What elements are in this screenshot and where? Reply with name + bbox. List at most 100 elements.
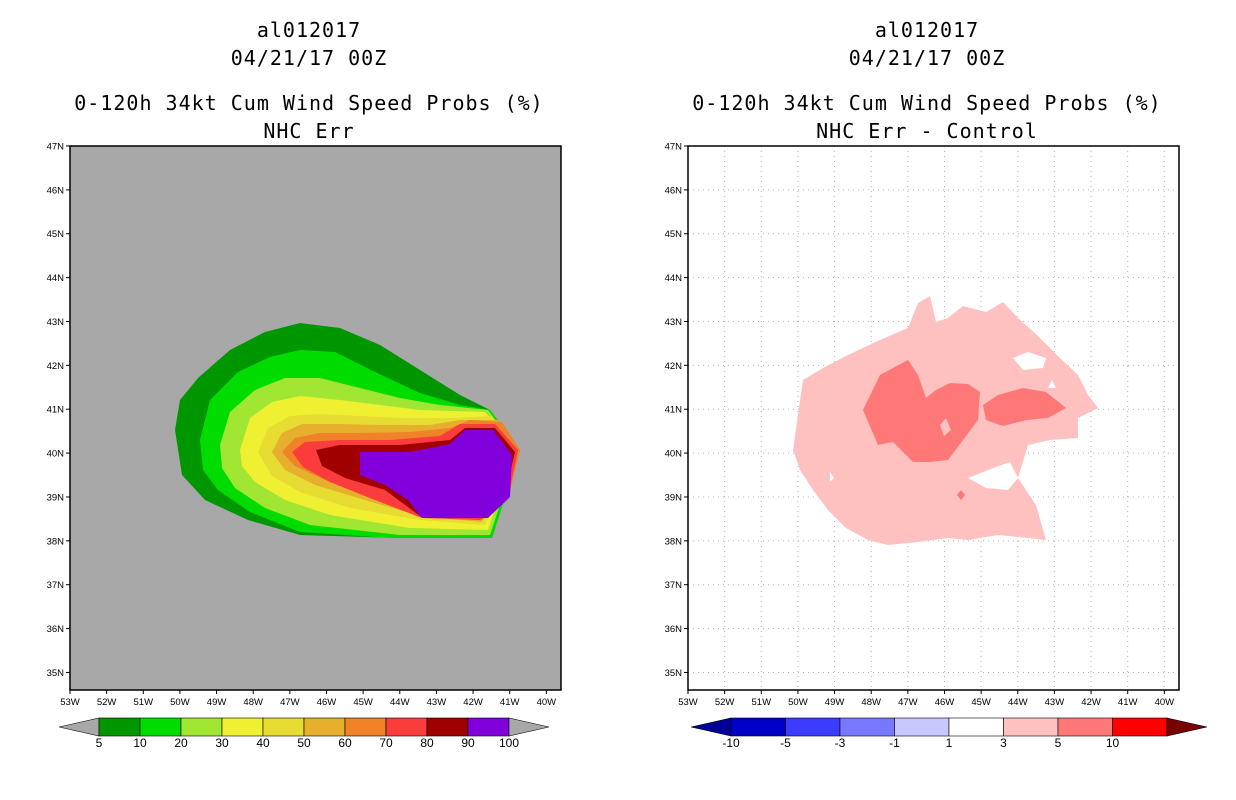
lat-label: 47N [665, 142, 683, 153]
colorbar-under-triangle [58, 717, 100, 737]
storm-id: al012017 [874, 18, 980, 42]
hole-minus-1 [830, 472, 834, 482]
lon-label: 53W [678, 697, 698, 708]
lat-label: 40N [665, 449, 683, 460]
colorbar-label: 50 [297, 736, 311, 750]
colorbar-swatch [1057, 717, 1113, 737]
lat-label: 43N [665, 317, 683, 328]
colorbar-label: 1 [946, 736, 953, 750]
colorbar-label: 80 [420, 736, 434, 750]
hole-plus-1 [940, 418, 951, 436]
colorbar-swatch [262, 717, 305, 737]
lat-label: 45N [47, 229, 65, 240]
colorbar-label: 5 [96, 736, 103, 750]
colorbar-probability: 5 10 20 30 40 50 60 70 80 90 100 [58, 717, 550, 750]
lat-label: 37N [665, 580, 683, 591]
difference-contours [793, 296, 1098, 545]
colorbar-label: 3 [1000, 736, 1007, 750]
colorbar-swatch [139, 717, 182, 737]
lon-label: 47W [898, 697, 918, 708]
lon-label: 53W [60, 697, 80, 708]
lat-label: 36N [47, 624, 65, 635]
lat-label: 41N [47, 405, 65, 416]
colorbar-swatch [98, 717, 141, 737]
lon-label: 44W [390, 697, 410, 708]
lon-label: 48W [861, 697, 881, 708]
colorbar-label: 90 [461, 736, 475, 750]
contour-plus-3 [957, 490, 965, 500]
colorbar-swatch [785, 717, 841, 737]
lat-label: 41N [665, 405, 683, 416]
map-frame [69, 145, 562, 691]
map-title: 0-120h 34kt Cum Wind Speed Probs (%) [692, 91, 1162, 115]
lon-label: 47W [280, 697, 300, 708]
colorbar-swatch [839, 717, 895, 737]
lat-label: 35N [665, 668, 683, 679]
lat-label: 42N [665, 361, 683, 372]
colorbar-label: 70 [379, 736, 393, 750]
colorbar-under-triangle [690, 717, 732, 737]
lon-label: 51W [134, 697, 154, 708]
lat-label: 46N [47, 185, 65, 196]
lon-label: 40W [1155, 697, 1175, 708]
lat-label: 44N [665, 273, 683, 284]
colorbar-over-triangle [1166, 717, 1208, 737]
colorbar-label: -10 [722, 736, 740, 750]
probability-contours [175, 323, 520, 538]
colorbar-swatch [1112, 717, 1168, 737]
colorbar-label: -5 [780, 736, 791, 750]
colorbar-label: 5 [1055, 736, 1062, 750]
lat-label: 37N [47, 580, 65, 591]
hole-minus-1 [1048, 380, 1056, 388]
lon-label: 41W [1118, 697, 1138, 708]
forecast-date: 04/21/17 00Z [230, 46, 388, 70]
lon-label: 50W [788, 697, 808, 708]
colorbar-difference: -10 -5 -3 -1 1 3 5 10 [690, 717, 1208, 750]
map-subtitle: NHC Err [263, 119, 355, 143]
lon-label: 42W [463, 697, 483, 708]
map-nhc-err-control: 47N 46N 45N 44N 43N 42N 41N 40N 39N 38N 37N 36N 35N 5… [665, 142, 1208, 750]
colorbar-label: 40 [256, 736, 270, 750]
map-frame [687, 145, 1180, 691]
lon-label: 49W [825, 697, 845, 708]
colorbar-swatch [948, 717, 1004, 737]
lat-label: 39N [665, 492, 683, 503]
lat-label: 36N [665, 624, 683, 635]
lon-label: 43W [427, 697, 447, 708]
colorbar-label: -1 [889, 736, 900, 750]
colorbar-swatch [1003, 717, 1059, 737]
panel-nhc-err-control: al012017 04/21/17 00Z 0-120h 34kt Cum Wi… [618, 0, 1236, 800]
colorbar-swatch [303, 717, 346, 737]
lat-label: 40N [47, 449, 65, 460]
colorbar-swatch [344, 717, 387, 737]
colorbar-swatch [467, 717, 510, 737]
lon-label: 42W [1081, 697, 1101, 708]
lat-label: 44N [47, 273, 65, 284]
colorbar-label: 10 [133, 736, 147, 750]
lat-label: 38N [47, 536, 65, 547]
lat-label: 39N [47, 492, 65, 503]
colorbar-swatch [426, 717, 469, 737]
hole-minus-1 [1013, 352, 1046, 370]
lon-label: 52W [97, 697, 117, 708]
colorbar-swatch [385, 717, 428, 737]
colorbar-label: 10 [1106, 736, 1120, 750]
colorbar-swatch [180, 717, 223, 737]
storm-id: al012017 [256, 18, 362, 42]
contour-plus-3 [863, 360, 980, 462]
colorbar-swatch [894, 717, 950, 737]
map-axes: 47N 46N 45N 44N 43N 42N 41N 40N 39N 38N 37N 36N 35N 5… [47, 142, 557, 709]
lat-label: 45N [665, 229, 683, 240]
panel-nhc-err: al012017 04/21/17 00Z 0-120h 34kt Cum Wi… [47, 18, 562, 750]
map-nhc-err: 47N 46N 45N 44N 43N 42N 41N 40N 39N 38N 37N 36N 35N 5… [47, 142, 562, 750]
lon-label: 45W [971, 697, 991, 708]
lon-label: 40W [537, 697, 557, 708]
lon-label: 46W [317, 697, 337, 708]
contour-plus-3 [983, 388, 1066, 426]
lon-label: 41W [500, 697, 520, 708]
colorbar-over-triangle [508, 717, 550, 737]
colorbar-label: 100 [499, 736, 519, 750]
map-axes: 47N 46N 45N 44N 43N 42N 41N 40N 39N 38N 37N 36N 35N 5… [665, 142, 1175, 709]
lon-label: 51W [752, 697, 772, 708]
colorbar-label: 30 [215, 736, 229, 750]
